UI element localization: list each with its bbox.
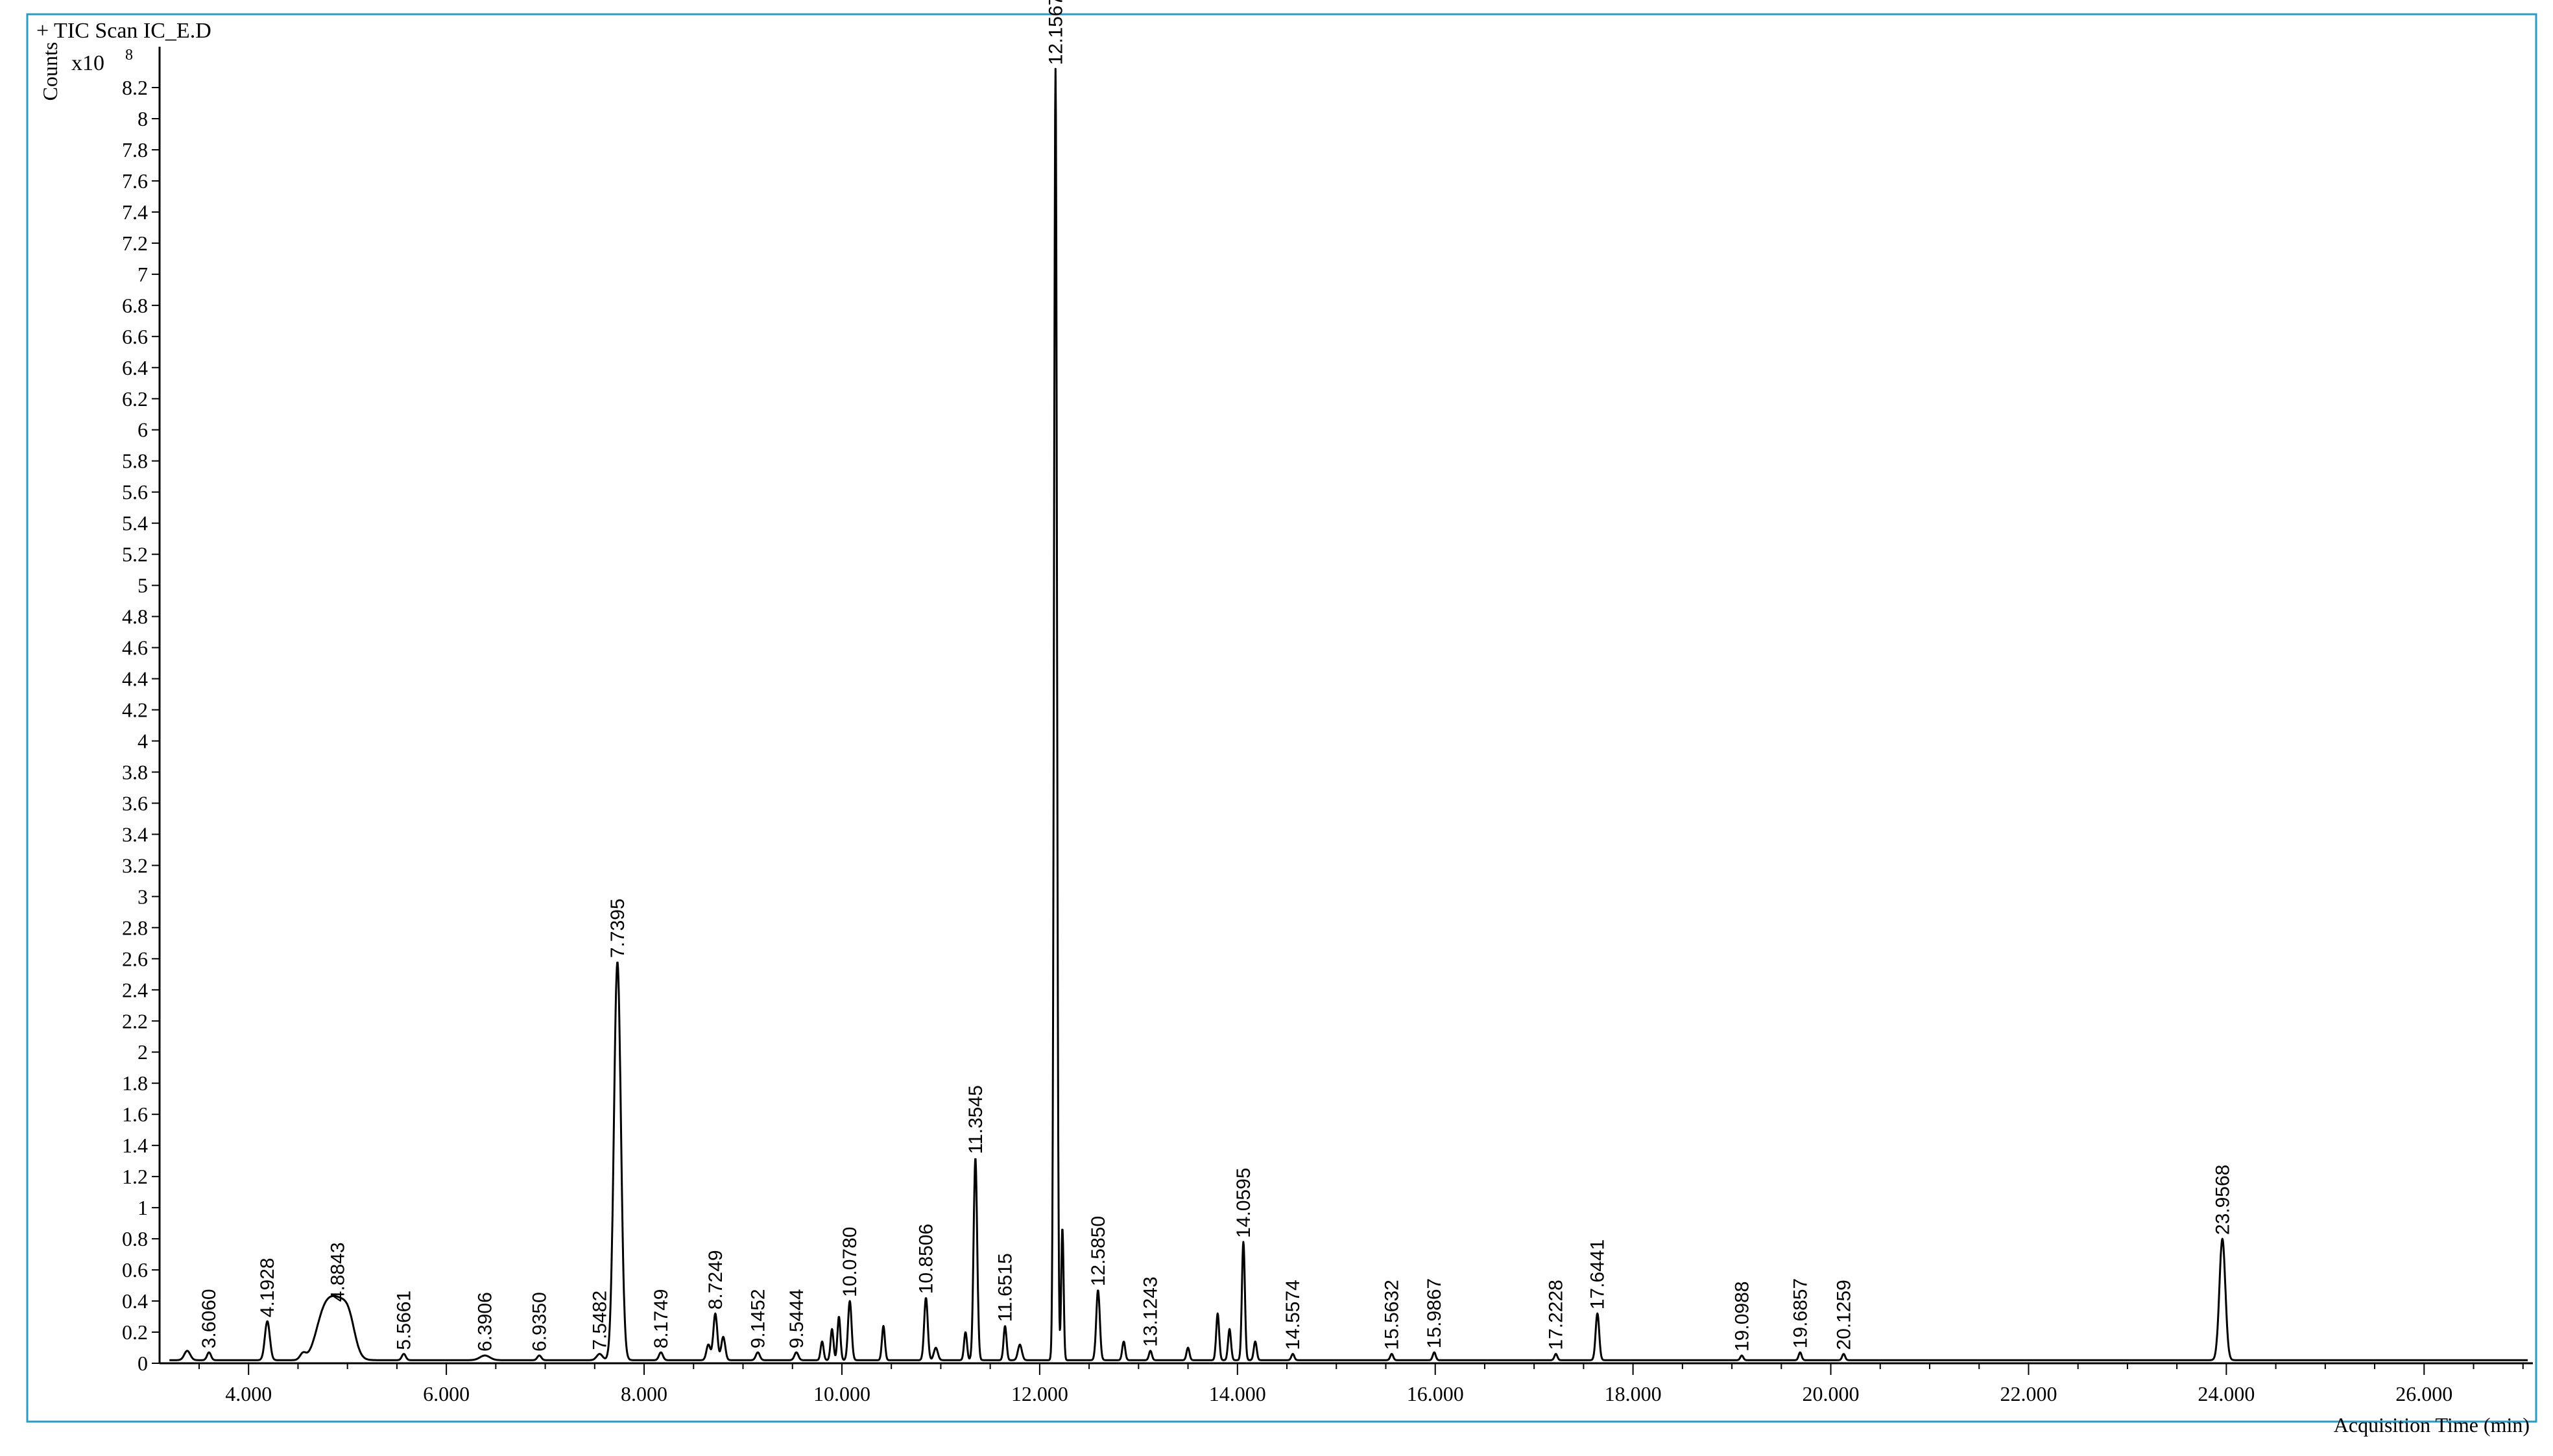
peak-label: 12.1567 bbox=[1045, 0, 1066, 65]
y-tick-label: 6 bbox=[138, 418, 148, 442]
y-tick-label: 2.4 bbox=[122, 978, 148, 1001]
peak-label: 5.5661 bbox=[394, 1291, 415, 1350]
peak-label: 11.3545 bbox=[965, 1085, 987, 1154]
y-tick-label: 0.6 bbox=[122, 1258, 148, 1282]
x-axis-label: Acquisition Time (min) bbox=[2334, 1413, 2530, 1437]
peak-labels: 3.6060 4.1928 4.8843 5.5661 6.3906 6.9350 7.54… bbox=[198, 0, 2233, 1352]
peak-label: 4.8843 bbox=[327, 1242, 348, 1302]
y-tick-label: 7.2 bbox=[122, 232, 148, 255]
y-tick-label: 5.6 bbox=[122, 481, 148, 504]
peak-label: 15.5632 bbox=[1382, 1280, 1403, 1350]
y-tick-label: 0.8 bbox=[122, 1227, 148, 1250]
peak-label: 7.5482 bbox=[589, 1291, 610, 1350]
x-tick-label: 18.000 bbox=[1605, 1382, 1662, 1405]
y-tick-label: 8.2 bbox=[122, 76, 148, 99]
y-tick-label: 2.2 bbox=[122, 1009, 148, 1032]
peak-label: 23.9568 bbox=[2212, 1165, 2233, 1235]
y-tick-label: 7.6 bbox=[122, 169, 148, 193]
y-tick-label: 1 bbox=[138, 1196, 148, 1219]
y-tick-label: 1.8 bbox=[122, 1071, 148, 1095]
x-tick-label: 4.000 bbox=[225, 1382, 272, 1405]
peak-label: 19.0988 bbox=[1731, 1282, 1753, 1352]
peak-label: 14.0595 bbox=[1233, 1167, 1254, 1237]
y-tick-label: 2 bbox=[138, 1040, 148, 1064]
y-tick-label: 1.2 bbox=[122, 1165, 148, 1188]
x-axis-ticks: 4.000 6.000 8.000 10.000 12.000 14.000 16.000 1… bbox=[198, 1363, 2524, 1405]
y-tick-label: 0.4 bbox=[122, 1289, 148, 1313]
y-tick-label: 6.4 bbox=[122, 356, 148, 379]
y-tick-label: 6.8 bbox=[122, 294, 148, 317]
peak-label: 20.1259 bbox=[1833, 1280, 1854, 1350]
y-tick-label: 5.2 bbox=[122, 543, 148, 566]
x-tick-label: 24.000 bbox=[2198, 1382, 2255, 1405]
y-axis-exponent: 8 bbox=[125, 47, 133, 64]
peak-label: 3.6060 bbox=[198, 1289, 220, 1348]
x-tick-label: 20.000 bbox=[1803, 1382, 1860, 1405]
peak-label: 6.3906 bbox=[475, 1292, 496, 1352]
y-tick-label: 3.2 bbox=[122, 853, 148, 877]
y-tick-label: 4.2 bbox=[122, 698, 148, 722]
peak-label: 8.7249 bbox=[705, 1250, 726, 1309]
y-tick-label: 7 bbox=[138, 263, 148, 286]
y-tick-label: 2.8 bbox=[122, 916, 148, 939]
y-tick-label: 5.4 bbox=[122, 512, 148, 535]
y-tick-label: 0 bbox=[138, 1352, 148, 1375]
peak-label: 13.1243 bbox=[1140, 1276, 1162, 1346]
y-tick-label: 7.4 bbox=[122, 200, 148, 224]
x-tick-label: 10.000 bbox=[813, 1382, 870, 1405]
x-tick-label: 12.000 bbox=[1011, 1382, 1068, 1405]
y-axis-label: Counts bbox=[38, 42, 62, 101]
y-tick-label: 1.4 bbox=[122, 1134, 148, 1157]
y-tick-label: 5 bbox=[138, 574, 148, 597]
y-tick-label: 4.6 bbox=[122, 636, 148, 660]
y-axis-multiplier: x10 bbox=[71, 51, 104, 75]
y-tick-label: 0.2 bbox=[122, 1320, 148, 1344]
x-tick-label: 8.000 bbox=[621, 1382, 667, 1405]
peak-label: 17.6441 bbox=[1587, 1239, 1609, 1309]
chart-frame bbox=[26, 13, 2537, 1423]
peak-label: 6.9350 bbox=[529, 1292, 550, 1352]
peak-label: 4.1928 bbox=[257, 1258, 278, 1317]
y-tick-label: 6.2 bbox=[122, 387, 148, 411]
peak-label: 11.6515 bbox=[995, 1253, 1016, 1322]
y-tick-label: 2.6 bbox=[122, 947, 148, 970]
x-tick-label: 14.000 bbox=[1209, 1382, 1266, 1405]
y-tick-label: 3.6 bbox=[122, 791, 148, 815]
y-axis-ticks: 0 0.2 0.4 0.6 0.8 1 1.2 1.4 1.6 1.8 2 2.2 2.4 2.6 2.8 3… bbox=[122, 76, 160, 1375]
y-tick-label: 8 bbox=[138, 107, 148, 130]
peak-label: 8.1749 bbox=[651, 1289, 672, 1348]
peak-label: 12.5850 bbox=[1088, 1216, 1109, 1286]
peak-label: 9.1452 bbox=[747, 1289, 769, 1348]
peak-label: 14.5574 bbox=[1282, 1280, 1304, 1350]
tic-trace bbox=[169, 67, 2528, 1361]
peak-label: 9.5444 bbox=[786, 1289, 808, 1348]
x-tick-label: 16.000 bbox=[1407, 1382, 1464, 1405]
y-tick-label: 4.8 bbox=[122, 605, 148, 628]
x-tick-label: 26.000 bbox=[2395, 1382, 2452, 1405]
peak-label: 19.6857 bbox=[1790, 1278, 1811, 1348]
x-tick-label: 22.000 bbox=[2000, 1382, 2057, 1405]
peak-label: 17.2228 bbox=[1546, 1280, 1567, 1350]
y-tick-label: 4.4 bbox=[122, 667, 148, 691]
chart-title: + TIC Scan IC_E.D bbox=[36, 19, 211, 43]
y-tick-label: 6.6 bbox=[122, 325, 148, 348]
y-tick-label: 4 bbox=[138, 729, 148, 752]
peak-label: 7.7395 bbox=[607, 898, 629, 958]
y-tick-label: 1.6 bbox=[122, 1103, 148, 1126]
peak-label: 15.9867 bbox=[1424, 1278, 1445, 1348]
peak-label: 10.0780 bbox=[839, 1227, 861, 1297]
y-tick-label: 3.8 bbox=[122, 760, 148, 783]
y-tick-label: 5.8 bbox=[122, 449, 148, 473]
y-tick-label: 7.8 bbox=[122, 138, 148, 161]
x-tick-label: 6.000 bbox=[423, 1382, 470, 1405]
peak-label: 10.8506 bbox=[916, 1224, 937, 1294]
y-tick-label: 3 bbox=[138, 885, 148, 908]
y-tick-label: 3.4 bbox=[122, 822, 148, 846]
